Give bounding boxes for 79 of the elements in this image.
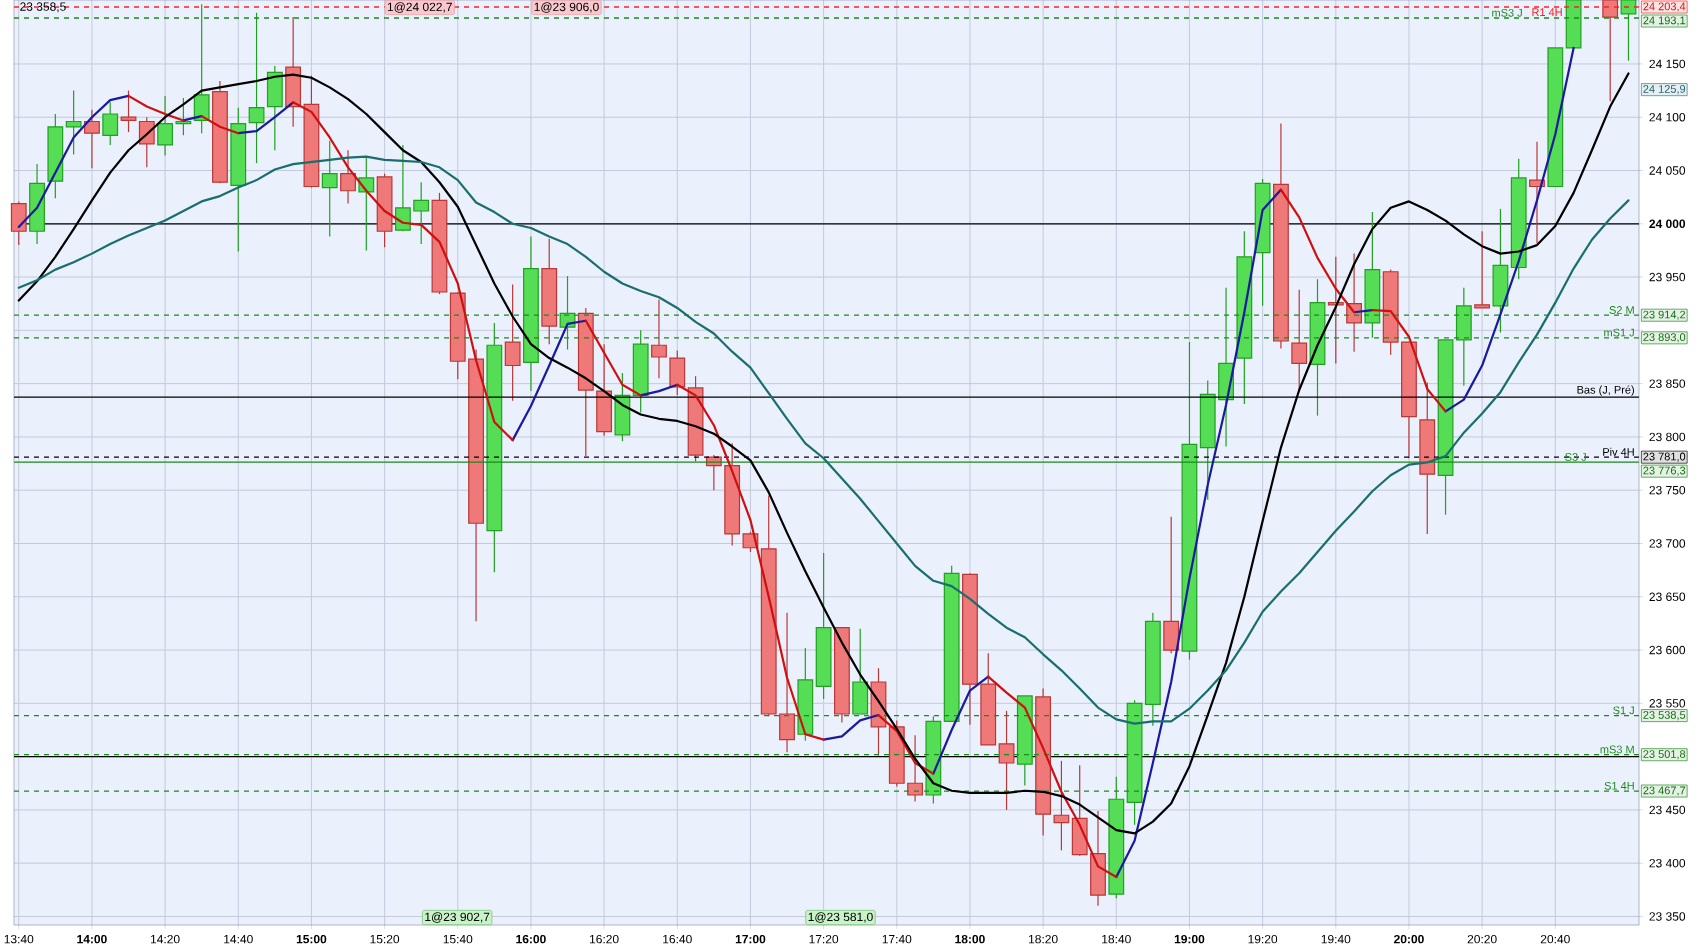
text: 24 193,1 [1643, 16, 1686, 26]
candlestick [413, 181, 430, 245]
text: 23 776,3 [1643, 466, 1686, 476]
x-tick-label: 16:20 [590, 934, 619, 944]
ref-line-label: mS1 J [1604, 328, 1634, 337]
x-tick-label: 18:20 [1029, 934, 1058, 944]
text: 23 893,0 [1643, 333, 1686, 343]
y-tick-label: 23 750 [1649, 485, 1686, 495]
candlestick [1474, 230, 1491, 309]
ref-line-label: mS3 J [1492, 8, 1522, 17]
y-tick-label: 23 650 [1649, 592, 1686, 602]
text: 23 467,7 [1643, 786, 1686, 796]
ref-line-label: Piv 4H [1603, 447, 1634, 456]
x-tick-label: 15:00 [296, 934, 327, 944]
x-tick-label: 20:40 [1540, 934, 1570, 944]
ref-line-label: S2 M [1609, 306, 1634, 314]
x-tick-label: 13:40 [4, 934, 34, 944]
candlestick [157, 95, 173, 157]
x-tick-label: 16:40 [663, 934, 692, 944]
x-tick-label: 16:00 [516, 934, 546, 944]
x-tick-label: 15:40 [443, 934, 473, 944]
x-tick-label: 17:40 [882, 934, 912, 944]
candlestick [394, 144, 411, 232]
annotation: 1@23 902,7 [425, 912, 490, 923]
y-tick-label: 23 350 [1649, 912, 1686, 921]
ref-line-label: Bas (J, Pré) [1577, 385, 1634, 396]
x-tick-label: 14:40 [224, 934, 253, 944]
annotation: 1@23 581,0 [808, 912, 873, 923]
candlestick [1529, 141, 1545, 244]
candlestick [998, 710, 1015, 811]
annotation: 23 358,5 [20, 2, 66, 13]
text: 23 781,0 [1643, 452, 1686, 462]
y-tick-label: 24 050 [1649, 166, 1686, 175]
candlestick [504, 283, 521, 402]
ref-line-label: S1 4H [1604, 781, 1634, 790]
x-tick-label: 18:40 [1102, 934, 1131, 944]
ref-line-label: mS3 M [1600, 745, 1634, 754]
x-tick-label: 14:00 [77, 934, 107, 944]
candlestick [321, 140, 338, 238]
candlestick [1602, 0, 1619, 102]
y-tick-label: 23 850 [1649, 379, 1686, 388]
candlestick [248, 12, 265, 164]
ref-line-label: R1 4H [1532, 8, 1562, 16]
y-tick-label: 23 800 [1649, 432, 1686, 442]
text: 23 538,5 [1643, 711, 1686, 721]
x-tick-label: 15:20 [370, 934, 400, 944]
y-tick-label: 23 550 [1649, 699, 1686, 708]
y-tick-label: 23 450 [1649, 805, 1686, 815]
y-tick-label: 23 950 [1649, 272, 1686, 282]
y-tick-label: 23 700 [1649, 539, 1686, 548]
text: 24 203,4 [1643, 2, 1686, 12]
candlestick [340, 149, 356, 205]
x-tick-label: 19:00 [1174, 934, 1205, 944]
candlestick [65, 89, 82, 156]
x-tick-label: 18:00 [955, 934, 985, 944]
ref-line-label: S1 J [1613, 706, 1634, 715]
candlestick [84, 109, 100, 169]
candlestick [1053, 760, 1070, 851]
text: 23 914,2 [1643, 310, 1686, 320]
text: 24 125,9 [1643, 85, 1686, 95]
text: 23 501,8 [1643, 750, 1686, 760]
x-tick-label: 20:20 [1467, 934, 1497, 944]
y-tick-label: 24 100 [1649, 112, 1686, 122]
candlestick [175, 97, 192, 136]
x-tick-label: 17:20 [809, 934, 839, 944]
x-tick-label: 20:00 [1394, 934, 1424, 944]
x-tick-label: 17:00 [735, 934, 766, 944]
x-tick-label: 19:20 [1248, 934, 1278, 944]
y-tick-label: 23 400 [1649, 858, 1686, 868]
annotation: 1@24 022,7 [387, 2, 452, 13]
x-tick-label: 14:20 [150, 934, 180, 944]
candlestick [651, 298, 667, 379]
candlestick [907, 734, 923, 802]
candlestick [102, 101, 119, 146]
y-tick-label: 24 000 [1649, 219, 1686, 229]
x-tick-label: 19:40 [1321, 934, 1351, 944]
y-tick-label: 24 150 [1649, 59, 1686, 69]
annotation: 1@23 906,0 [534, 2, 599, 13]
y-tick-label: 23 600 [1649, 645, 1686, 655]
